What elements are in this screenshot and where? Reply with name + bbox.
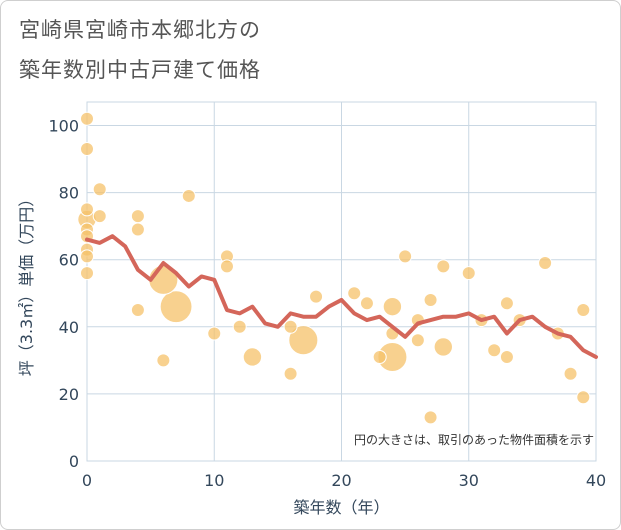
bubble-series — [77, 111, 591, 425]
bubble-point — [232, 319, 247, 334]
bubble-point — [461, 266, 476, 281]
bubble-point — [309, 289, 324, 304]
bubble-point — [242, 347, 263, 367]
bubble-point — [499, 349, 514, 364]
bubble-point — [563, 366, 578, 381]
bubble-point — [288, 325, 319, 356]
x-tick-label: 0 — [82, 471, 92, 490]
bubble-point — [283, 319, 298, 334]
y-tick-label: 60 — [59, 251, 79, 270]
bubble-point — [156, 353, 171, 368]
x-tick-label: 10 — [204, 471, 224, 490]
y-tick-label: 100 — [48, 116, 79, 135]
bubble-point — [92, 182, 107, 197]
bubble-point — [130, 303, 145, 318]
bubble-point — [398, 249, 413, 264]
bubble-point — [92, 209, 107, 224]
bubble-point — [80, 111, 94, 126]
bubble-point — [80, 202, 94, 217]
bubble-point — [423, 410, 438, 425]
x-tick-label: 20 — [331, 471, 351, 490]
bubble-point — [436, 259, 451, 274]
bubble-point — [576, 390, 591, 405]
bubble-point — [372, 349, 387, 364]
x-tick-label: 40 — [586, 471, 606, 490]
bubble-point — [130, 222, 145, 237]
y-tick-label: 40 — [59, 318, 79, 337]
x-axis-title: 築年数（年） — [293, 498, 389, 517]
x-tick-label: 30 — [459, 471, 479, 490]
y-tick-label: 80 — [59, 184, 79, 203]
bubble-point — [576, 303, 591, 318]
bubble-point — [159, 290, 193, 324]
y-tick-label: 0 — [69, 452, 79, 471]
bubble-point — [382, 296, 403, 317]
bubble-point — [410, 333, 425, 348]
bubble-point — [283, 366, 298, 381]
bubble-point — [219, 259, 234, 274]
bubble-point — [359, 296, 374, 311]
bubble-point — [80, 249, 94, 264]
bubble-point — [80, 266, 94, 281]
chart-title-line-2: 築年数別中古戸建て価格 — [19, 58, 261, 82]
bubble-point — [347, 286, 362, 301]
bubble-point — [80, 141, 94, 156]
bubble-point — [538, 256, 553, 271]
bubble-point — [423, 292, 438, 307]
bubble-point — [487, 343, 502, 358]
bubble-point — [130, 209, 145, 224]
bubble-point — [499, 296, 514, 311]
bubble-point — [433, 337, 453, 357]
axis-ticks: 0 10 20 30 40 0 20 40 60 80 100 — [48, 116, 606, 490]
bubble-point — [181, 188, 196, 203]
chart-title-line-1: 宮崎県宮崎市本郷北方の — [19, 18, 261, 42]
average-price-line — [85, 234, 598, 359]
bubble-point — [207, 326, 222, 341]
bubble-size-note: 円の大きさは、取引のあった物件面積を示す — [354, 432, 594, 447]
y-axis-title: 坪（3.3㎡）単価（万円） — [17, 191, 36, 376]
y-tick-label: 20 — [59, 385, 79, 404]
